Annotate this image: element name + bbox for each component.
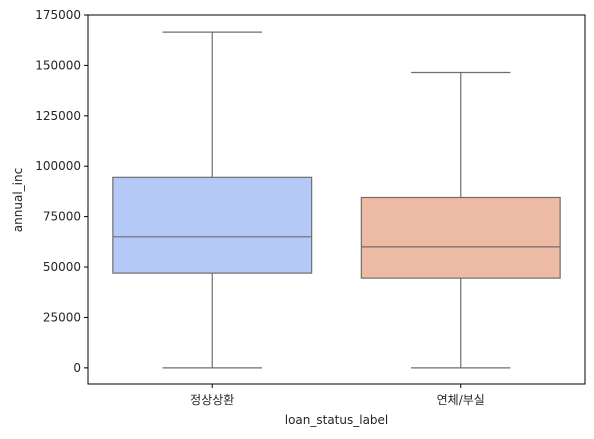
box-iqr bbox=[112, 176, 313, 274]
x-axis: 정상상환 연체/부실 bbox=[190, 384, 485, 407]
boxes-layer bbox=[112, 31, 561, 369]
y-tick-label: 150000 bbox=[35, 58, 81, 72]
box-group bbox=[360, 71, 561, 369]
y-tick-label: 75000 bbox=[43, 210, 81, 224]
y-axis-title: annual_inc bbox=[11, 168, 25, 232]
y-tick-label: 25000 bbox=[43, 310, 81, 324]
x-tick-label: 정상상환 bbox=[190, 393, 234, 407]
y-axis: 0 25000 50000 75000 100000 125000 150000 175000 bbox=[35, 8, 88, 375]
y-tick-label: 125000 bbox=[35, 109, 81, 123]
box-group bbox=[112, 31, 313, 369]
y-tick-label: 100000 bbox=[35, 159, 81, 173]
y-tick-label: 175000 bbox=[35, 8, 81, 22]
y-tick-label: 0 bbox=[73, 361, 81, 375]
y-tick-label: 50000 bbox=[43, 260, 81, 274]
x-tick-label: 연체/부실 bbox=[437, 393, 485, 407]
x-axis-title: loan_status_label bbox=[285, 413, 389, 427]
box-iqr bbox=[360, 196, 561, 279]
plot-frame bbox=[87, 14, 586, 385]
